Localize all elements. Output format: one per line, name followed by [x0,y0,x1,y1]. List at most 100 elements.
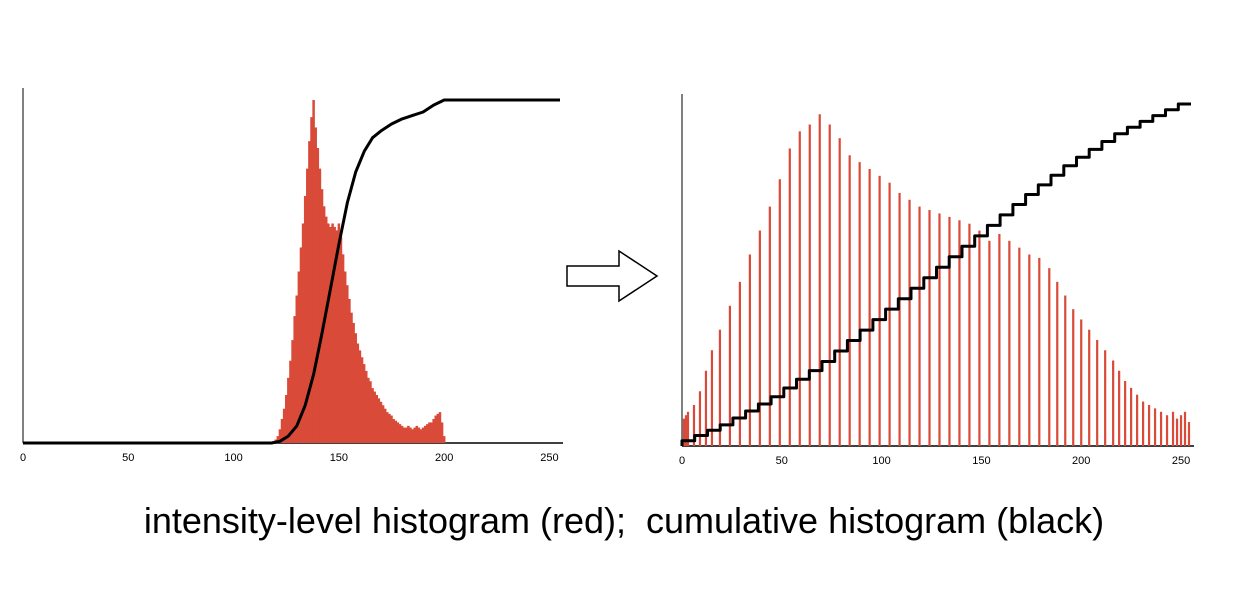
histogram-bar [1124,381,1127,446]
histogram-bar [350,312,353,443]
histogram-bar [390,415,393,443]
histogram-bar [958,220,961,446]
histogram-bar [402,427,406,443]
histogram-bar [409,427,412,443]
histogram-bar [306,168,309,443]
histogram-bar [329,226,332,443]
histogram-bar [303,196,307,443]
histogram-bar [968,223,971,446]
histogram-bar [758,230,761,446]
histogram-bar [398,424,402,443]
histogram-bar [848,155,851,447]
histogram-bar [301,223,305,443]
histogram-bar [838,138,841,446]
histogram-bar [310,117,313,444]
histogram-bar [276,436,280,443]
histogram-bar [291,340,294,443]
histogram-bar [768,206,771,446]
histogram-bar [358,350,362,443]
histogram-bar [308,141,311,443]
histogram-bar [388,413,391,443]
x-tick-label: 100 [224,452,242,464]
histogram-bar [682,418,686,446]
histogram-bar [312,100,315,443]
histogram-bar [407,425,410,443]
histogram-bar [1008,240,1011,446]
x-tick-label: 50 [776,455,788,467]
histogram-bar [818,114,821,446]
histogram-bar [1080,319,1083,446]
histogram-bar [1088,329,1091,446]
histogram-bar [373,391,376,443]
histogram-bar [335,230,339,443]
histogram-bar [346,285,349,443]
x-tick-label: 0 [679,455,685,467]
histogram-bar [287,377,290,443]
histogram-bar [788,148,791,446]
histogram-bar [327,223,330,443]
histogram-bar [377,398,381,443]
histogram-bar [316,148,320,443]
chart-original-histogram: 0 50 100 150 200 250 [20,88,563,464]
histogram-bar [417,427,421,443]
x-tick-label: 200 [435,452,453,464]
histogram-bar [430,422,433,443]
histogram-bar [383,408,387,443]
histogram-bar [369,381,372,443]
histogram-bar [1028,254,1031,446]
histogram-bar [718,329,722,446]
histogram-bar [888,182,891,446]
histogram-bar [348,298,351,443]
histogram-bar [686,411,690,446]
histogram-bar [432,418,435,443]
histogram-bar [392,418,395,443]
histogram-bar [1183,411,1187,446]
histogram-bar [295,295,299,443]
histogram-bar [908,199,911,446]
histogram-bar [1165,415,1169,446]
histogram-bar [898,192,901,446]
histogram-bar [1048,268,1051,446]
histogram-bar [297,271,301,443]
histogram-bar [1018,247,1021,446]
histogram-bar [339,237,343,443]
histogram-bar [1147,404,1151,446]
histogram-bar [1056,281,1059,446]
figure-svg: 0 50 100 150 200 250 0 50 100 150 200 250 [20,88,1194,467]
histogram-bar [1153,408,1157,446]
histogram-bar [938,213,941,446]
histogram-bar [314,127,317,443]
histogram-bar [367,377,370,443]
histogram-bar [698,391,702,446]
figure-caption: intensity-level histogram (red); cumulat… [143,500,1105,541]
histogram-bar [1112,360,1115,446]
histogram-bar [394,420,397,443]
histogram-bar [1141,401,1145,446]
histogram-bar [343,271,347,443]
histogram-bar [434,415,437,443]
histogram-bar [352,322,355,443]
right-arrow-icon [566,249,659,303]
histogram-bar [778,179,781,447]
histogram-bar [280,418,284,443]
x-tick-label: 250 [540,452,558,464]
x-tick-label: 100 [872,455,890,467]
arrow-shape [566,249,659,303]
histogram-bar [1175,418,1179,446]
histogram-bar [878,175,881,446]
histogram-bar [360,357,364,443]
histogram-bar [1118,370,1121,446]
histogram-bar [426,424,429,443]
histogram-bar [738,281,741,446]
histogram-bar [419,429,423,443]
histogram-bar [704,370,708,446]
x-tick-label: 150 [972,455,990,467]
histogram-bar [1171,411,1175,446]
histogram-bar [318,168,322,443]
histogram-bar [1159,411,1163,446]
histogram-bar [405,427,408,443]
histogram-bar [371,388,374,443]
histogram-bar [337,223,341,443]
histogram-bar [1038,257,1041,446]
